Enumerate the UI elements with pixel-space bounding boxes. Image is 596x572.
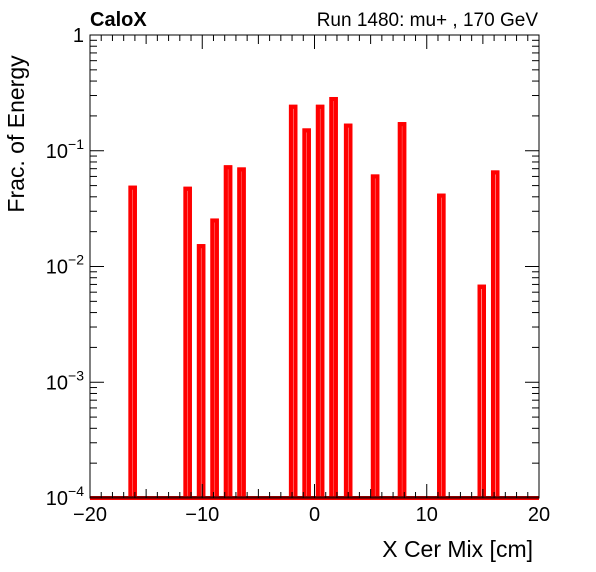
y-tick-label: 10−2 <box>46 252 84 279</box>
y-tick-label-base: 1 <box>73 25 84 47</box>
y-tick-label-base: 10 <box>46 488 68 510</box>
y-axis-label: Frac. of Energy <box>3 55 29 213</box>
y-tick-label-exponent: −3 <box>68 367 84 383</box>
y-tick-label: 10−1 <box>46 136 84 163</box>
y-tick-label-exponent: −2 <box>68 252 84 268</box>
y-tick-label: 10−3 <box>46 367 84 394</box>
brand-label: CaloX <box>90 9 147 31</box>
x-tick-label: −20 <box>73 504 107 526</box>
y-tick-label: 1 <box>73 25 84 47</box>
x-axis-label: X Cer Mix [cm] <box>382 536 533 562</box>
run-info-label: Run 1480: mu+ , 170 GeV <box>317 10 539 31</box>
y-tick-label: 10−4 <box>46 483 84 510</box>
y-tick-label-base: 10 <box>46 372 68 394</box>
y-tick-label-exponent: −4 <box>68 483 84 499</box>
y-tick-label-exponent: −1 <box>68 136 84 152</box>
y-axis-label-group: Frac. of Energy <box>3 55 29 213</box>
x-tick-label: 0 <box>309 504 320 526</box>
x-tick-label: −10 <box>185 504 219 526</box>
x-tick-label: 10 <box>416 504 438 526</box>
y-tick-label-base: 10 <box>46 141 68 163</box>
y-tick-label-base: 10 <box>46 257 68 279</box>
x-tick-label: 20 <box>528 504 550 526</box>
